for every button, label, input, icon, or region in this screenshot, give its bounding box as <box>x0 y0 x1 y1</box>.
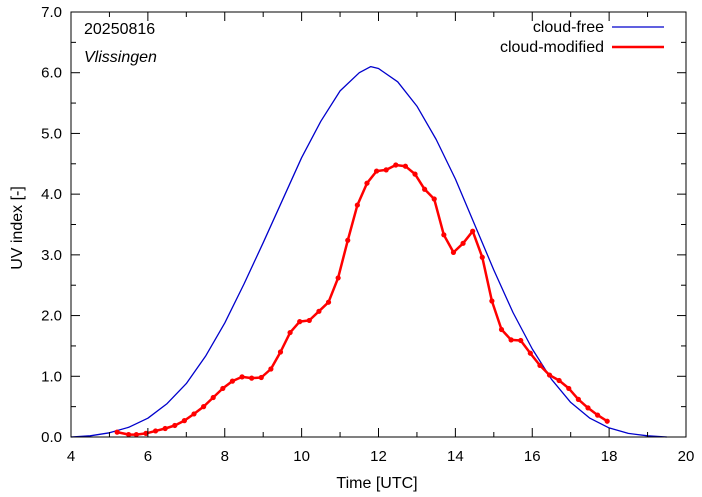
x-tick-label: 8 <box>221 448 229 465</box>
x-tick-label: 20 <box>678 448 695 465</box>
data-point-cloud-modified <box>383 167 389 173</box>
y-tick-label: 5.0 <box>41 125 62 142</box>
data-point-cloud-modified <box>508 337 514 343</box>
y-tick-label: 6.0 <box>41 65 62 82</box>
data-point-cloud-modified <box>143 430 149 436</box>
data-point-cloud-modified <box>239 374 245 380</box>
data-point-cloud-modified <box>604 418 610 424</box>
data-point-cloud-modified <box>422 186 428 192</box>
data-point-cloud-modified <box>479 254 485 260</box>
y-tick-label: 1.0 <box>41 368 62 385</box>
x-tick-label: 16 <box>524 448 541 465</box>
data-point-cloud-modified <box>518 337 524 344</box>
series-lines <box>70 65 667 438</box>
data-point-cloud-modified <box>335 275 341 281</box>
data-point-cloud-modified <box>306 317 312 324</box>
y-tick-labels: 0.0 1.0 2.0 3.0 4.0 5.0 6.0 7.0 <box>41 4 62 446</box>
data-point-cloud-modified <box>575 396 581 402</box>
data-point-cloud-modified <box>373 168 380 174</box>
data-point-cloud-modified <box>393 162 399 168</box>
data-point-cloud-modified <box>210 394 216 401</box>
data-point-cloud-modified <box>297 319 303 325</box>
plot-frame <box>70 11 687 438</box>
y-tick-label: 2.0 <box>41 308 62 325</box>
x-tick-label: 10 <box>293 448 310 465</box>
data-point-cloud-modified <box>162 425 168 432</box>
data-point-cloud-modified <box>152 428 159 434</box>
x-tick-label: 14 <box>447 448 464 465</box>
data-point-cloud-modified <box>325 299 332 305</box>
data-point-cloud-modified <box>229 378 236 384</box>
x-tick-labels: 4 6 8 10 12 14 16 18 20 <box>67 448 695 465</box>
y-tick-label: 4.0 <box>41 186 62 203</box>
data-point-cloud-modified <box>201 404 207 410</box>
data-point-cloud-modified <box>258 374 264 381</box>
data-point-cloud-modified <box>345 237 351 243</box>
data-point-cloud-modified <box>181 418 187 424</box>
data-point-cloud-modified <box>114 429 120 435</box>
data-point-cloud-modified <box>431 196 437 202</box>
data-point-cloud-modified <box>556 377 562 384</box>
data-point-cloud-modified <box>470 228 476 234</box>
data-point-cloud-modified <box>566 385 572 392</box>
data-point-cloud-modified <box>412 171 418 177</box>
x-tick-label: 12 <box>370 448 387 465</box>
data-point-cloud-modified <box>191 411 197 417</box>
y-tick-label: 7.0 <box>41 4 62 21</box>
date-annotation: 20250816 <box>84 21 155 38</box>
data-point-cloud-modified <box>585 405 591 411</box>
data-point-cloud-modified <box>364 180 370 186</box>
station-annotation: Vlissingen <box>84 49 157 66</box>
x-axis-label: Time [UTC] <box>336 475 417 492</box>
data-point-cloud-modified <box>489 298 495 304</box>
data-point-cloud-modified <box>527 350 533 356</box>
data-point-cloud-modified <box>441 232 447 238</box>
data-point-cloud-modified <box>537 362 543 368</box>
data-point-cloud-modified <box>249 375 255 381</box>
data-point-cloud-modified <box>172 422 178 429</box>
data-point-cloud-modified <box>498 326 505 333</box>
legend-entry-cloud-free: cloud-free <box>533 19 604 36</box>
data-point-cloud-modified <box>126 431 132 438</box>
legend: cloud-free cloud-modified <box>500 19 664 56</box>
series-line-cloud-modified <box>116 163 608 436</box>
x-tick-label: 18 <box>601 448 618 465</box>
data-point-cloud-modified <box>450 249 457 256</box>
data-point-cloud-modified <box>277 349 284 355</box>
data-point-cloud-modified <box>546 372 553 378</box>
data-point-cloud-modified <box>268 366 274 372</box>
y-tick-label: 3.0 <box>41 247 62 264</box>
y-tick-label: 0.0 <box>41 429 62 446</box>
data-point-cloud-modified <box>316 308 322 314</box>
x-tick-label: 6 <box>144 448 152 465</box>
series-markers <box>114 162 610 438</box>
data-point-cloud-modified <box>287 329 293 336</box>
axis-ticks <box>70 11 687 438</box>
data-point-cloud-modified <box>220 385 226 392</box>
data-point-cloud-modified <box>133 431 139 438</box>
data-point-cloud-modified <box>460 240 466 246</box>
legend-entry-cloud-modified: cloud-modified <box>500 39 604 56</box>
y-axis-label: UV index [-] <box>9 186 26 270</box>
data-point-cloud-modified <box>354 202 360 208</box>
data-point-cloud-modified <box>402 163 409 169</box>
series-line-cloud-free <box>70 65 667 438</box>
data-point-cloud-modified <box>594 412 601 418</box>
x-tick-label: 4 <box>67 448 75 465</box>
